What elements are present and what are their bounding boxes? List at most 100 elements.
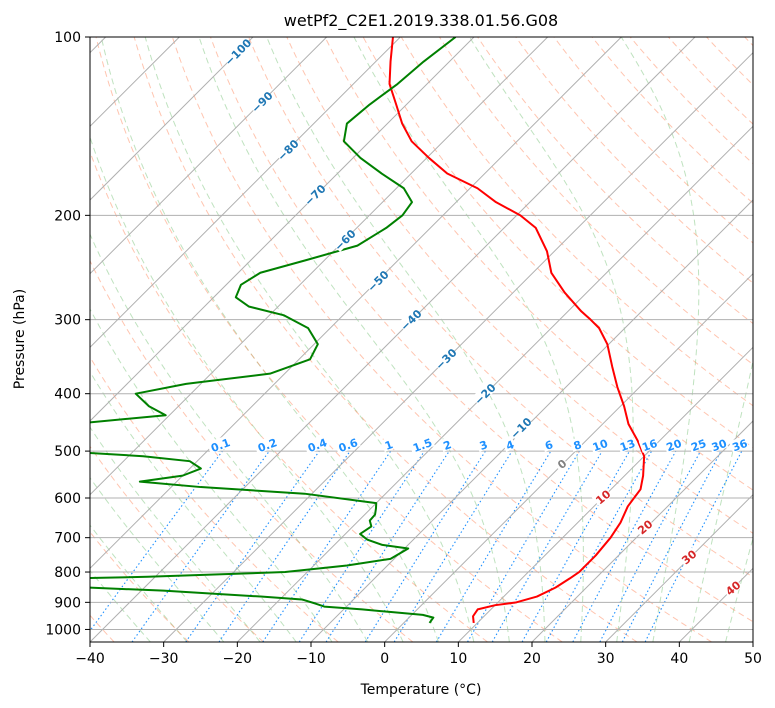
isotherm-line <box>752 641 753 642</box>
x-axis-label: Temperature (°C) <box>360 682 482 698</box>
mixing-ratio-line <box>435 450 552 642</box>
moist-adiabat-line <box>90 308 333 642</box>
mixing-ratio-line <box>185 450 320 642</box>
y-tick-label: 500 <box>54 444 81 460</box>
mixing-ratio-label: 0.2 <box>256 436 279 455</box>
dewpoint-trace <box>90 37 457 624</box>
moist-adiabats <box>90 37 753 642</box>
mixing-ratio-label-bg <box>589 435 610 453</box>
dry-adiabat-label-bg <box>397 306 423 333</box>
moist-adiabat-label: 30 <box>679 547 699 567</box>
temperature-trace <box>388 37 646 624</box>
dry-adiabat-line <box>133 37 638 642</box>
x-tick-label: 0 <box>380 651 389 667</box>
mixing-ratio-label: 1.5 <box>411 436 434 455</box>
dry-adiabat-label-bg <box>301 181 327 208</box>
y-axis: 100 200 300 400 500 600 700 800 900 1000 <box>45 30 90 638</box>
moist-adiabat-line <box>266 37 546 642</box>
dry-adiabat-label-bg <box>248 88 274 115</box>
x-tick-label: 30 <box>597 651 615 667</box>
mixing-ratio-label-bg <box>728 435 750 453</box>
mixing-ratio-line <box>521 450 630 642</box>
moist-adiabat-line <box>100 37 439 642</box>
mixing-ratio-line <box>467 450 580 642</box>
y-tick-label: 700 <box>54 531 81 547</box>
mixing-ratio-label: 6 <box>543 438 555 453</box>
mixing-ratio-label-bg <box>662 435 684 453</box>
moist-adiabat-label: 20 <box>635 517 655 537</box>
dry-adiabat-line <box>90 356 339 642</box>
x-tick-label: 40 <box>670 651 688 667</box>
mixing-ratio-label: 0.6 <box>337 436 360 455</box>
moist-adiabat-line <box>725 536 753 642</box>
isotherm-grid <box>90 37 753 642</box>
x-axis: −40 −30 −20 −10 0 10 20 30 40 50 <box>75 642 762 667</box>
dry-adiabat-line <box>591 37 753 204</box>
x-tick-label: −20 <box>223 651 253 667</box>
y-tick-label: 100 <box>54 30 81 46</box>
moist-adiabat-line <box>90 370 297 642</box>
plot-frame <box>89 36 754 643</box>
mixing-ratio-label-bg <box>616 435 637 453</box>
mixing-ratio-lines <box>90 450 743 642</box>
dry-adiabat-label-bg <box>222 37 253 67</box>
dry-adiabat-label: −80 <box>275 137 302 164</box>
mixing-ratio-label: 30 <box>710 437 729 455</box>
mixing-ratio-label: 0.4 <box>306 436 329 455</box>
dry-adiabat-line <box>90 259 414 642</box>
mixing-ratio-label-bg <box>253 434 280 454</box>
y-tick-label: 600 <box>54 491 81 507</box>
isotherm-line <box>384 272 753 642</box>
moist-adiabat-label-bg <box>677 546 699 567</box>
isotherm-line <box>310 199 753 642</box>
isotherm-line <box>90 37 549 496</box>
dry-adiabat-label-bg <box>471 380 497 407</box>
isotherm-line <box>163 51 753 642</box>
dry-adiabat-line <box>90 150 488 642</box>
moist-adiabat-line <box>688 358 753 642</box>
moist-adiabat-line <box>144 37 475 642</box>
mixing-ratio-line <box>131 450 270 642</box>
mixing-ratio-label-bg <box>687 435 708 453</box>
moist-adiabat-line <box>90 476 225 642</box>
isotherm-line <box>90 37 254 201</box>
mixing-ratio-line <box>262 450 392 642</box>
dry-adiabat-line <box>668 37 753 125</box>
moist-adiabat-line <box>469 37 634 642</box>
mixing-ratio-label-bg <box>334 434 361 454</box>
mixing-ratio-label-bg <box>439 436 454 452</box>
moist-adiabat-line <box>90 426 261 642</box>
mixing-ratio-line <box>218 450 351 642</box>
isotherm-line <box>457 346 753 642</box>
y-tick-label: 900 <box>54 595 81 611</box>
isotherm-line <box>90 37 475 422</box>
dry-adiabat-line <box>171 37 712 642</box>
x-tick-label: −10 <box>296 651 326 667</box>
mixing-ratio-label-bg <box>502 436 516 452</box>
plot-area: −100−90−80−70−60−50−40−30−20−100.1 0.2 0.4… <box>90 37 753 642</box>
moist-adiabat-label-bg <box>591 486 613 507</box>
moist-adiabat-line <box>620 37 700 642</box>
mixing-ratio-label: 4 <box>504 438 516 453</box>
dry-adiabat-label-bg <box>274 136 300 163</box>
dry-adiabat-line <box>515 37 753 284</box>
dry-adiabat-label: −50 <box>365 268 392 295</box>
mixing-ratio-label-bg <box>380 436 395 452</box>
chart-title: wetPf2_C2E1.2019.338.01.56.G08 <box>284 11 558 31</box>
mixing-ratio-label-bg <box>540 436 555 452</box>
y-tick-label: 800 <box>54 565 81 581</box>
moist-adiabat-label-bg <box>633 516 655 537</box>
y-tick-label: 300 <box>54 313 81 329</box>
dry-adiabat-label-bg <box>331 226 357 253</box>
mixing-ratio-label: 1 <box>383 438 395 453</box>
y-axis-label: Pressure (hPa) <box>12 289 28 389</box>
isotherm-line <box>90 37 401 349</box>
mixing-ratio-label-bg <box>475 436 490 452</box>
dry-adiabat-line <box>477 37 753 325</box>
mixing-ratio-label: 0.1 <box>209 436 232 455</box>
dry-adiabat-line <box>553 37 753 244</box>
mixing-ratio-label: 8 <box>572 438 584 453</box>
mixing-ratio-line <box>491 450 603 642</box>
mixing-ratio-label: 16 <box>640 437 659 455</box>
